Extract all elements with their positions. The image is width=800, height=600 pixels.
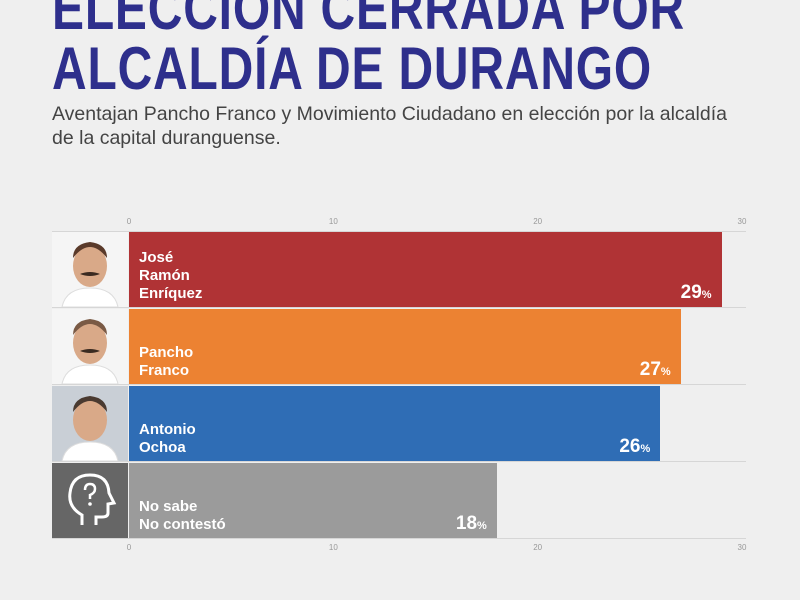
bar-category-label: Antonio Ochoa bbox=[139, 421, 196, 456]
top-axis-line bbox=[52, 231, 746, 232]
bottom-axis-tick-label: 30 bbox=[737, 543, 747, 552]
unknown-head-icon bbox=[52, 463, 128, 538]
bar-category-label: José Ramón Enríquez bbox=[139, 249, 203, 302]
bar: Pancho Franco 27% bbox=[129, 309, 681, 384]
value-unit: % bbox=[660, 366, 671, 378]
chart-row: José Ramón Enríquez 29% bbox=[52, 232, 746, 308]
value-unit: % bbox=[477, 520, 487, 532]
bar: José Ramón Enríquez 29% bbox=[129, 232, 722, 307]
bottom-axis-tick-label: 10 bbox=[328, 543, 338, 552]
bar-category-label: Pancho Franco bbox=[139, 344, 194, 379]
title-line-1: ELECCIÓN CERRADA POR bbox=[52, 0, 685, 42]
bar-value-label: 27% bbox=[640, 359, 671, 381]
chart-row: No sabe No contestó 18% bbox=[52, 463, 746, 539]
top-axis-tick-label: 30 bbox=[737, 217, 747, 226]
subtitle: Aventajan Pancho Franco y Movimiento Ciu… bbox=[52, 103, 727, 149]
top-axis-tick-label: 20 bbox=[533, 217, 543, 226]
bar: Antonio Ochoa 26% bbox=[129, 386, 661, 461]
bottom-axis-tick-label: 0 bbox=[126, 543, 132, 552]
bar: No sabe No contestó 18% bbox=[129, 463, 497, 538]
value-unit: % bbox=[640, 443, 651, 455]
candidate-photo bbox=[52, 232, 128, 307]
bar-value-label: 26% bbox=[619, 436, 650, 458]
top-axis-tick-label: 10 bbox=[328, 217, 338, 226]
chart-row: Pancho Franco 27% bbox=[52, 309, 746, 385]
candidate-photo bbox=[52, 309, 128, 384]
value-unit: % bbox=[701, 289, 712, 301]
chart-row: Antonio Ochoa 26% bbox=[52, 386, 746, 462]
bottom-axis-tick-label: 20 bbox=[533, 543, 543, 552]
title-line-2: ALCALDÍA DE DURANGO bbox=[52, 35, 653, 102]
value-number: 26 bbox=[619, 436, 641, 457]
bar-value-label: 29% bbox=[681, 282, 712, 304]
top-axis-tick-label: 0 bbox=[126, 217, 132, 226]
value-number: 29 bbox=[680, 282, 702, 303]
candidate-photo bbox=[52, 386, 128, 461]
value-number: 27 bbox=[639, 359, 661, 380]
bar-category-label: No sabe No contestó bbox=[139, 498, 226, 533]
bar-value-label: 18% bbox=[456, 513, 487, 535]
value-number: 18 bbox=[455, 513, 478, 534]
